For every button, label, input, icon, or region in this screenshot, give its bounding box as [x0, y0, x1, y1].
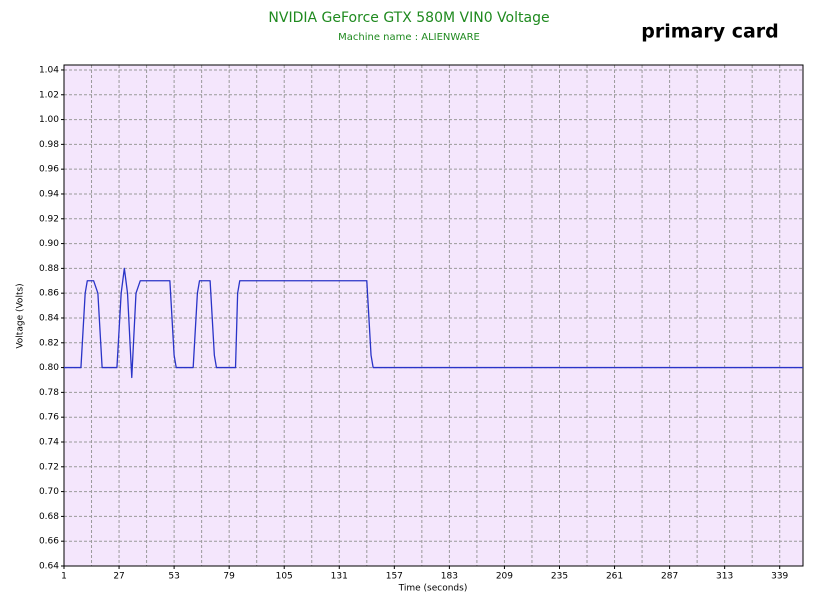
x-tick-label: 105 — [276, 572, 293, 582]
x-tick-label: 313 — [716, 572, 733, 582]
y-tick-label: 0.70 — [39, 487, 59, 497]
x-tick-label: 209 — [496, 572, 513, 582]
y-tick-label: 0.98 — [39, 140, 59, 150]
y-tick-label: 0.96 — [39, 165, 59, 175]
y-tick-label: 1.00 — [39, 115, 59, 125]
y-tick-label: 0.94 — [39, 189, 59, 199]
annotation: primary card — [641, 21, 779, 43]
x-tick-label: 235 — [551, 572, 568, 582]
y-tick-label: 0.80 — [39, 363, 59, 373]
x-tick-label: 27 — [113, 572, 124, 582]
y-axis-label: Voltage (Volts) — [16, 283, 26, 348]
x-tick-label: 79 — [223, 572, 235, 582]
y-tick-label: 0.88 — [39, 264, 59, 274]
y-tick-label: 0.66 — [39, 537, 59, 547]
y-tick-label: 0.76 — [39, 413, 59, 423]
plot-border — [63, 64, 804, 567]
y-tick-label: 0.84 — [39, 313, 59, 323]
y-tick-label: 0.86 — [39, 289, 59, 299]
y-tick-label: 0.74 — [39, 437, 59, 447]
plot-area — [64, 65, 803, 566]
x-tick-label: 261 — [606, 572, 623, 582]
x-tick-label: 287 — [661, 572, 678, 582]
y-tick-label: 1.04 — [39, 65, 59, 75]
x-tick-label: 157 — [386, 572, 403, 582]
x-tick-label: 131 — [331, 572, 348, 582]
y-tick-label: 0.64 — [39, 562, 59, 572]
x-tick-label: 1 — [61, 572, 67, 582]
x-axis-label: Time (seconds) — [398, 584, 468, 594]
x-tick-label: 53 — [168, 572, 179, 582]
y-tick-label: 1.02 — [39, 90, 59, 100]
y-tick-label: 0.82 — [39, 338, 59, 348]
y-tick-label: 0.90 — [39, 239, 59, 249]
x-tick-label: 339 — [771, 572, 788, 582]
chart-title: NVIDIA GeForce GTX 580M VIN0 Voltage — [268, 10, 549, 26]
y-tick-label: 0.68 — [39, 512, 59, 522]
y-tick-label: 0.72 — [39, 462, 59, 472]
y-tick-label: 0.78 — [39, 388, 59, 398]
y-tick-label: 0.92 — [39, 214, 59, 224]
chart-subtitle: Machine name : ALIENWARE — [338, 32, 480, 43]
data-line — [64, 267, 803, 379]
x-tick-label: 183 — [441, 572, 458, 582]
